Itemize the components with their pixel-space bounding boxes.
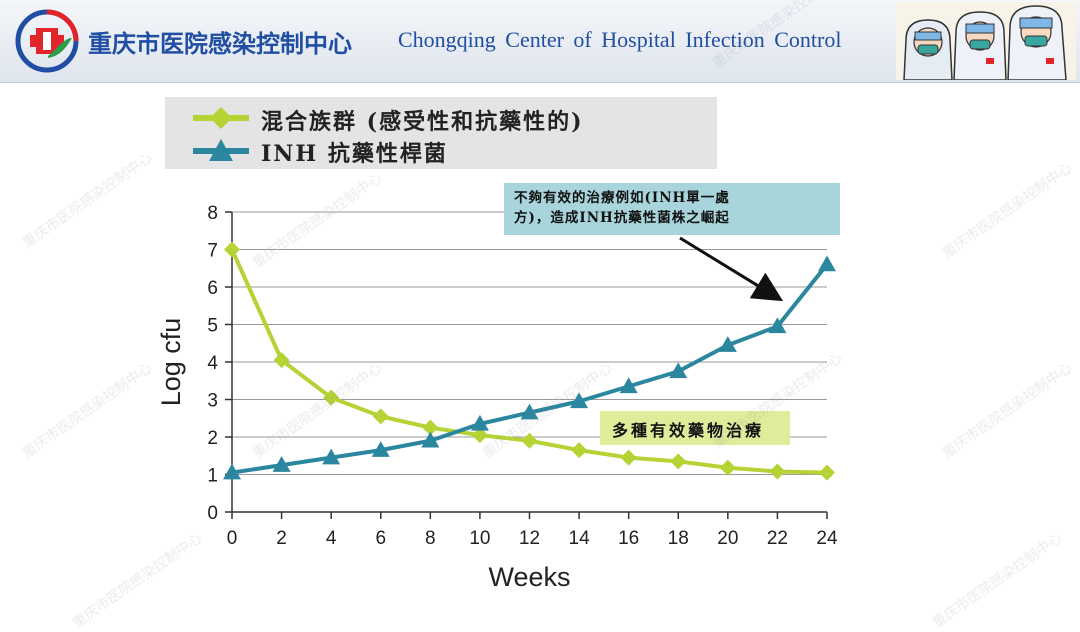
inh-resistant-point [570, 392, 589, 409]
legend-label-inh: INH 抗藥性桿菌 [261, 141, 448, 167]
hospital-logo-icon [15, 9, 79, 73]
mixed-population-point [273, 352, 290, 369]
inh-resistant-point [322, 448, 341, 465]
x-tick-label: 4 [326, 528, 337, 549]
chart-legend: 混合族群 (感受性和抗藥性的) INH 抗藥性桿菌 [165, 97, 717, 169]
mixed-population-point [471, 427, 488, 444]
x-tick-label: 0 [227, 528, 238, 549]
mixed-population-point [620, 449, 637, 466]
mixed-population-point [323, 389, 340, 406]
y-axis-title: Log cfu [156, 318, 186, 407]
x-tick-label: 6 [375, 528, 386, 549]
inh-resistant-point [223, 463, 241, 480]
callout-arrow [679, 236, 784, 302]
inh-resistant-point [421, 431, 440, 448]
y-tick-label: 2 [207, 428, 218, 449]
mixed-population-point [422, 419, 439, 436]
x-tick-label: 10 [469, 528, 490, 549]
y-tick-label: 8 [207, 203, 218, 224]
inh-resistant-point [818, 255, 836, 272]
mixed-population-point [719, 459, 736, 476]
x-axis-title: Weeks [488, 562, 570, 592]
diamond-marker-icon [193, 107, 249, 129]
y-tick-label: 5 [207, 316, 218, 337]
inh-resistant-point [272, 456, 291, 472]
header-bar: 重庆市医院感染控制中心 Chongqing Center of Hospital… [0, 0, 1080, 83]
legend-item-inh: INH 抗藥性桿菌 [165, 135, 717, 167]
legend-label-mixed: 混合族群 (感受性和抗藥性的) [261, 109, 584, 135]
callout-line-1: 不夠有效的治療例如(INH單一處 [514, 190, 730, 206]
inh-resistant-point [520, 403, 539, 420]
y-tick-label: 0 [207, 503, 218, 524]
y-tick-label: 1 [207, 466, 218, 487]
legend-item-mixed: 混合族群 (感受性和抗藥性的) [165, 103, 717, 135]
x-tick-label: 20 [717, 528, 738, 549]
mixed-population-point [769, 463, 786, 480]
inh-resistant-point [619, 377, 638, 394]
mixed-population-point [670, 453, 687, 470]
inh-resistant-point [718, 336, 737, 352]
y-tick-label: 6 [207, 278, 218, 299]
triangle-marker-icon [193, 139, 249, 161]
x-tick-label: 24 [816, 528, 838, 549]
mixed-population-point [521, 432, 538, 449]
center-title-english: Chongqing Center of Hospital Infection C… [398, 27, 842, 52]
inh-resistant-point [470, 414, 489, 431]
callout-line-2: 方)，造成INH抗藥性菌株之崛起 [514, 210, 730, 226]
mixed-population-point [372, 408, 389, 425]
inh-resistant-point [371, 441, 390, 457]
y-tick-label: 7 [207, 241, 218, 262]
y-tick-label: 4 [207, 353, 218, 374]
x-tick-label: 8 [425, 528, 436, 549]
mixed-population-point [819, 464, 835, 481]
inh-resistant-point [669, 362, 688, 379]
x-tick-label: 2 [276, 528, 287, 549]
medical-staff-illustration-icon [896, 2, 1076, 80]
mixed-population-point [224, 241, 240, 258]
multidrug-therapy-label: 多種有效藥物治療 [600, 411, 790, 445]
x-tick-label: 14 [569, 528, 591, 549]
resistance-callout: 不夠有效的治療例如(INH單一處 方)，造成INH抗藥性菌株之崛起 [504, 183, 840, 235]
x-tick-label: 18 [668, 528, 689, 549]
center-title-chinese: 重庆市医院感染控制中心 [88, 30, 352, 58]
x-tick-label: 12 [519, 528, 540, 549]
mixed-population-point [571, 442, 588, 459]
y-tick-label: 3 [207, 391, 218, 412]
x-tick-label: 16 [618, 528, 639, 549]
inh-resistant-point [768, 317, 787, 334]
x-tick-label: 22 [767, 528, 788, 549]
